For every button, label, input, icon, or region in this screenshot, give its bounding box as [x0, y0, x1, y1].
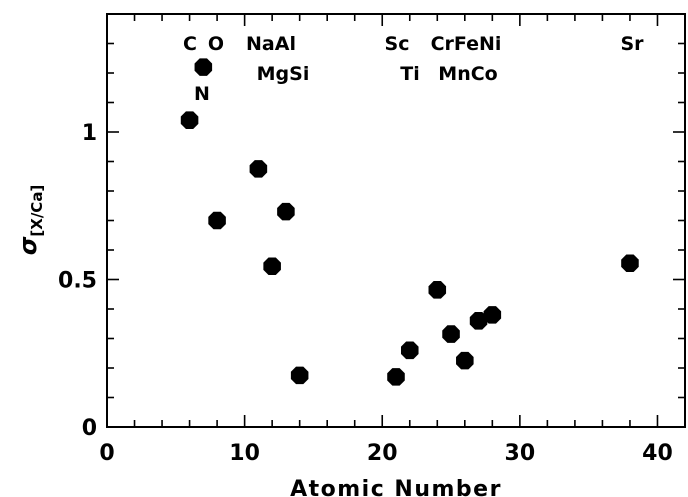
tick-labels: 0 10 20 30 40 0 0.5 1 [58, 121, 673, 466]
element-label: NaAl [246, 33, 296, 55]
data-point-ni [483, 306, 502, 324]
element-label: CrFeNi [431, 33, 502, 55]
element-label: Ti [400, 63, 419, 85]
data-points [180, 58, 639, 386]
x-tick-label: 0 [99, 441, 114, 466]
data-point-co [469, 312, 488, 330]
data-point-al [277, 202, 295, 221]
data-point-ti [400, 341, 419, 360]
data-point-mn [442, 325, 460, 343]
data-point-mg [263, 257, 281, 275]
y-tick-label: 0.5 [58, 269, 97, 294]
element-label: MgSi [257, 63, 310, 85]
element-label: C [183, 33, 197, 55]
data-point-o [208, 211, 226, 230]
data-point-si [290, 366, 309, 385]
element-annotations: C O NaAl Sc CrFeNi Sr MgSi Ti MnCo N [183, 33, 644, 105]
data-point-sc [387, 368, 405, 386]
y-axis-label-subscript: [X/Ca] [28, 185, 46, 237]
element-label: Sc [385, 33, 410, 55]
axis-ticks [106, 13, 686, 428]
x-tick-label: 20 [367, 441, 398, 466]
x-tick-label: 30 [505, 441, 536, 466]
data-point-c [180, 111, 199, 129]
element-label: N [194, 83, 210, 105]
y-tick-label: 1 [82, 121, 97, 146]
y-axis-label-sigma: σ [14, 236, 42, 255]
element-label: MnCo [438, 63, 497, 85]
data-point-cr [428, 281, 447, 299]
element-label: O [208, 33, 224, 55]
data-point-n [194, 58, 213, 76]
y-axis-label: σ[X/Ca] [14, 185, 46, 256]
x-axis-label: Atomic Number [290, 477, 502, 497]
x-tick-label: 10 [229, 441, 260, 466]
element-label: Sr [620, 33, 644, 55]
data-point-fe [456, 351, 474, 370]
x-tick-label: 40 [642, 441, 673, 466]
plot-frame [106, 13, 686, 428]
y-tick-label: 0 [82, 416, 97, 441]
data-point-sr [621, 254, 639, 273]
data-point-na [249, 160, 268, 178]
